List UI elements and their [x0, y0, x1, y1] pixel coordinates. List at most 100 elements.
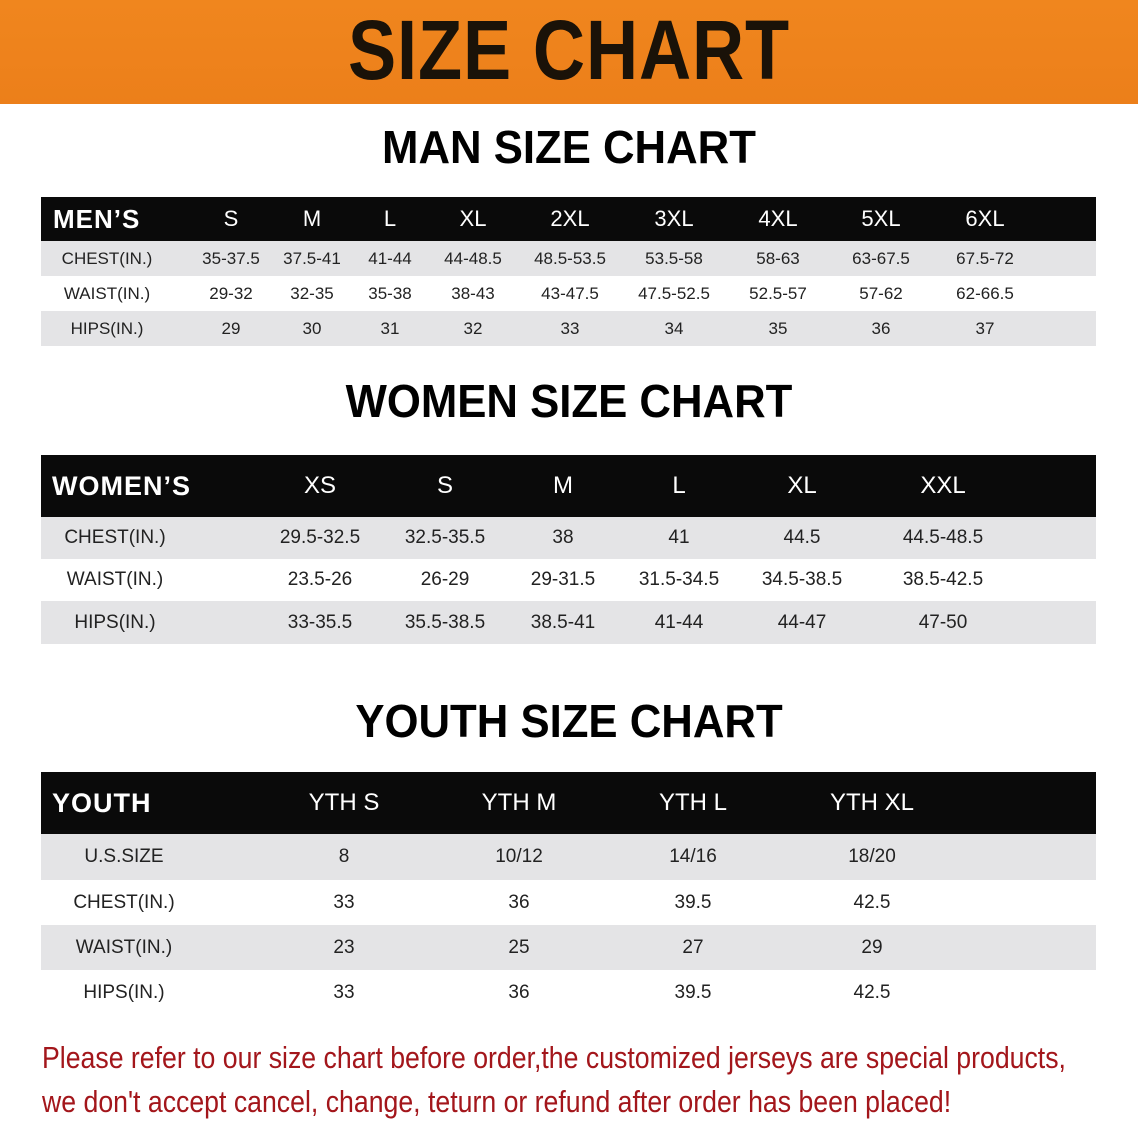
table-row: WAIST(IN.) 23.5-26 26-29 29-31.5 31.5-34.5 34…	[41, 559, 1096, 601]
size-header: 6XL	[965, 206, 1005, 231]
table-cell: 41	[668, 527, 690, 548]
table-cell: 44.5	[783, 527, 821, 548]
men-section-title: MAN SIZE CHART	[382, 121, 756, 173]
table-cell: 38.5-42.5	[902, 569, 984, 590]
measurement-label: CHEST(IN.)	[64, 527, 166, 548]
table-cell: 34	[664, 318, 684, 338]
table-cell: 31	[380, 318, 400, 338]
table-cell: 34.5-38.5	[761, 569, 843, 590]
table-row: U.S.SIZE 8 10/12 14/16 18/20	[41, 834, 1096, 880]
table-cell: 33-35.5	[287, 611, 353, 633]
table-cell: 62-66.5	[956, 283, 1014, 303]
table-cell: 32	[463, 318, 483, 338]
table-cell: 44-48.5	[444, 248, 502, 268]
size-header: 5XL	[861, 206, 901, 231]
table-cell: 23.5-26	[287, 569, 353, 590]
size-header: L	[383, 206, 397, 231]
table-cell: 35	[768, 318, 788, 338]
banner-title: SIZE CHART	[347, 3, 791, 97]
men-size-table: MEN’S S M L XL 2XL 3XL 4XL 5XL 6XL CHEST(IN.) 35-37…	[41, 197, 1096, 346]
table-cell: 14/16	[669, 846, 717, 867]
table-row: HIPS(IN.) 29 30 31 32 33 34 35 36 37	[41, 311, 1096, 346]
table-cell: 44-47	[777, 611, 827, 633]
table-cell: 37	[975, 318, 995, 338]
table-row: HIPS(IN.) 33 36 39.5 42.5	[41, 970, 1096, 1016]
table-cell: 32.5-35.5	[404, 527, 486, 548]
table-cell: 35-37.5	[202, 248, 260, 268]
table-cell: 41-44	[654, 611, 704, 633]
footer-notice-line-2: we don't accept cancel, change, teturn o…	[42, 1084, 952, 1119]
table-row: CHEST(IN.) 29.5-32.5 32.5-35.5 38 41 44.5 44.5…	[41, 517, 1096, 559]
table-cell: 29	[861, 936, 883, 958]
table-cell: 29-32	[209, 283, 253, 303]
table-row: WAIST(IN.) 29-32 32-35 35-38 38-43 43-47.5 47.…	[41, 276, 1096, 311]
table-row: CHEST(IN.) 33 36 39.5 42.5	[41, 880, 1096, 925]
table-cell: 32-35	[290, 283, 334, 303]
table-cell: 57-62	[859, 283, 903, 303]
table-cell: 42.5	[853, 982, 891, 1003]
measurement-label: U.S.SIZE	[84, 846, 164, 867]
size-header: S	[436, 472, 454, 499]
table-cell: 39.5	[674, 891, 712, 913]
table-cell: 42.5	[853, 891, 891, 913]
table-cell: 67.5-72	[956, 248, 1014, 268]
table-cell: 29	[221, 318, 241, 338]
table-cell: 37.5-41	[283, 248, 341, 268]
table-cell: 8	[338, 846, 350, 867]
table-row: CHEST(IN.) 35-37.5 37.5-41 41-44 44-48.5 48.5…	[41, 241, 1096, 276]
measurement-label: HIPS(IN.)	[70, 318, 144, 338]
table-cell: 31.5-34.5	[638, 569, 720, 590]
table-cell: 58-63	[756, 248, 800, 268]
measurement-label: HIPS(IN.)	[74, 611, 156, 633]
table-cell: 10/12	[495, 846, 543, 867]
men-header-label: MEN’S	[53, 203, 141, 234]
size-header: L	[672, 472, 686, 499]
youth-header-label: YOUTH	[52, 787, 152, 818]
size-header: YTH S	[308, 789, 380, 816]
table-cell: 35-38	[368, 283, 412, 303]
women-size-table: WOMEN’S XS S M L XL XXL CHEST(IN.) 29.5-32.5 32.5…	[41, 455, 1096, 644]
men-header-row: MEN’S S M L XL 2XL 3XL 4XL 5XL 6XL	[41, 197, 1096, 241]
table-cell: 43-47.5	[541, 283, 599, 303]
table-cell: 41-44	[368, 248, 412, 268]
measurement-label: WAIST(IN.)	[63, 283, 151, 303]
table-cell: 30	[302, 318, 322, 338]
measurement-label: CHEST(IN.)	[61, 248, 153, 268]
size-header: YTH XL	[829, 789, 915, 816]
youth-header-row: YOUTH YTH S YTH M YTH L YTH XL	[41, 772, 1096, 834]
size-header: 2XL	[550, 206, 590, 231]
size-header: XL	[787, 472, 817, 499]
size-header: M	[553, 472, 573, 499]
size-header: 4XL	[758, 206, 798, 231]
size-header: YTH L	[658, 789, 728, 816]
size-header: XXL	[920, 472, 966, 499]
size-header: XL	[459, 206, 487, 231]
table-cell: 33	[560, 318, 580, 338]
table-cell: 38	[552, 527, 574, 548]
table-cell: 52.5-57	[749, 283, 807, 303]
table-cell: 36	[871, 318, 891, 338]
table-cell: 48.5-53.5	[534, 248, 606, 268]
table-cell: 38.5-41	[530, 611, 596, 633]
measurement-label: WAIST(IN.)	[66, 569, 164, 590]
size-header: S	[223, 206, 239, 231]
footer-notice-line-1: Please refer to our size chart before or…	[42, 1040, 1066, 1075]
table-cell: 38-43	[451, 283, 495, 303]
table-cell: 47-50	[918, 611, 968, 633]
size-header: YTH M	[481, 789, 557, 816]
table-cell: 47.5-52.5	[638, 283, 710, 303]
table-cell: 33	[333, 982, 355, 1003]
measurement-label: CHEST(IN.)	[73, 891, 175, 913]
measurement-label: WAIST(IN.)	[75, 936, 173, 958]
table-cell: 36	[508, 891, 530, 913]
banner: SIZE CHART	[0, 0, 1138, 104]
table-cell: 53.5-58	[645, 248, 703, 268]
table-cell: 63-67.5	[852, 248, 910, 268]
table-cell: 33	[333, 891, 355, 913]
size-header: M	[302, 206, 322, 231]
table-cell: 39.5	[674, 982, 712, 1003]
table-row: WAIST(IN.) 23 25 27 29	[41, 925, 1096, 970]
table-cell: 26-29	[420, 569, 470, 590]
measurement-label: HIPS(IN.)	[83, 982, 165, 1003]
table-cell: 44.5-48.5	[902, 527, 984, 548]
